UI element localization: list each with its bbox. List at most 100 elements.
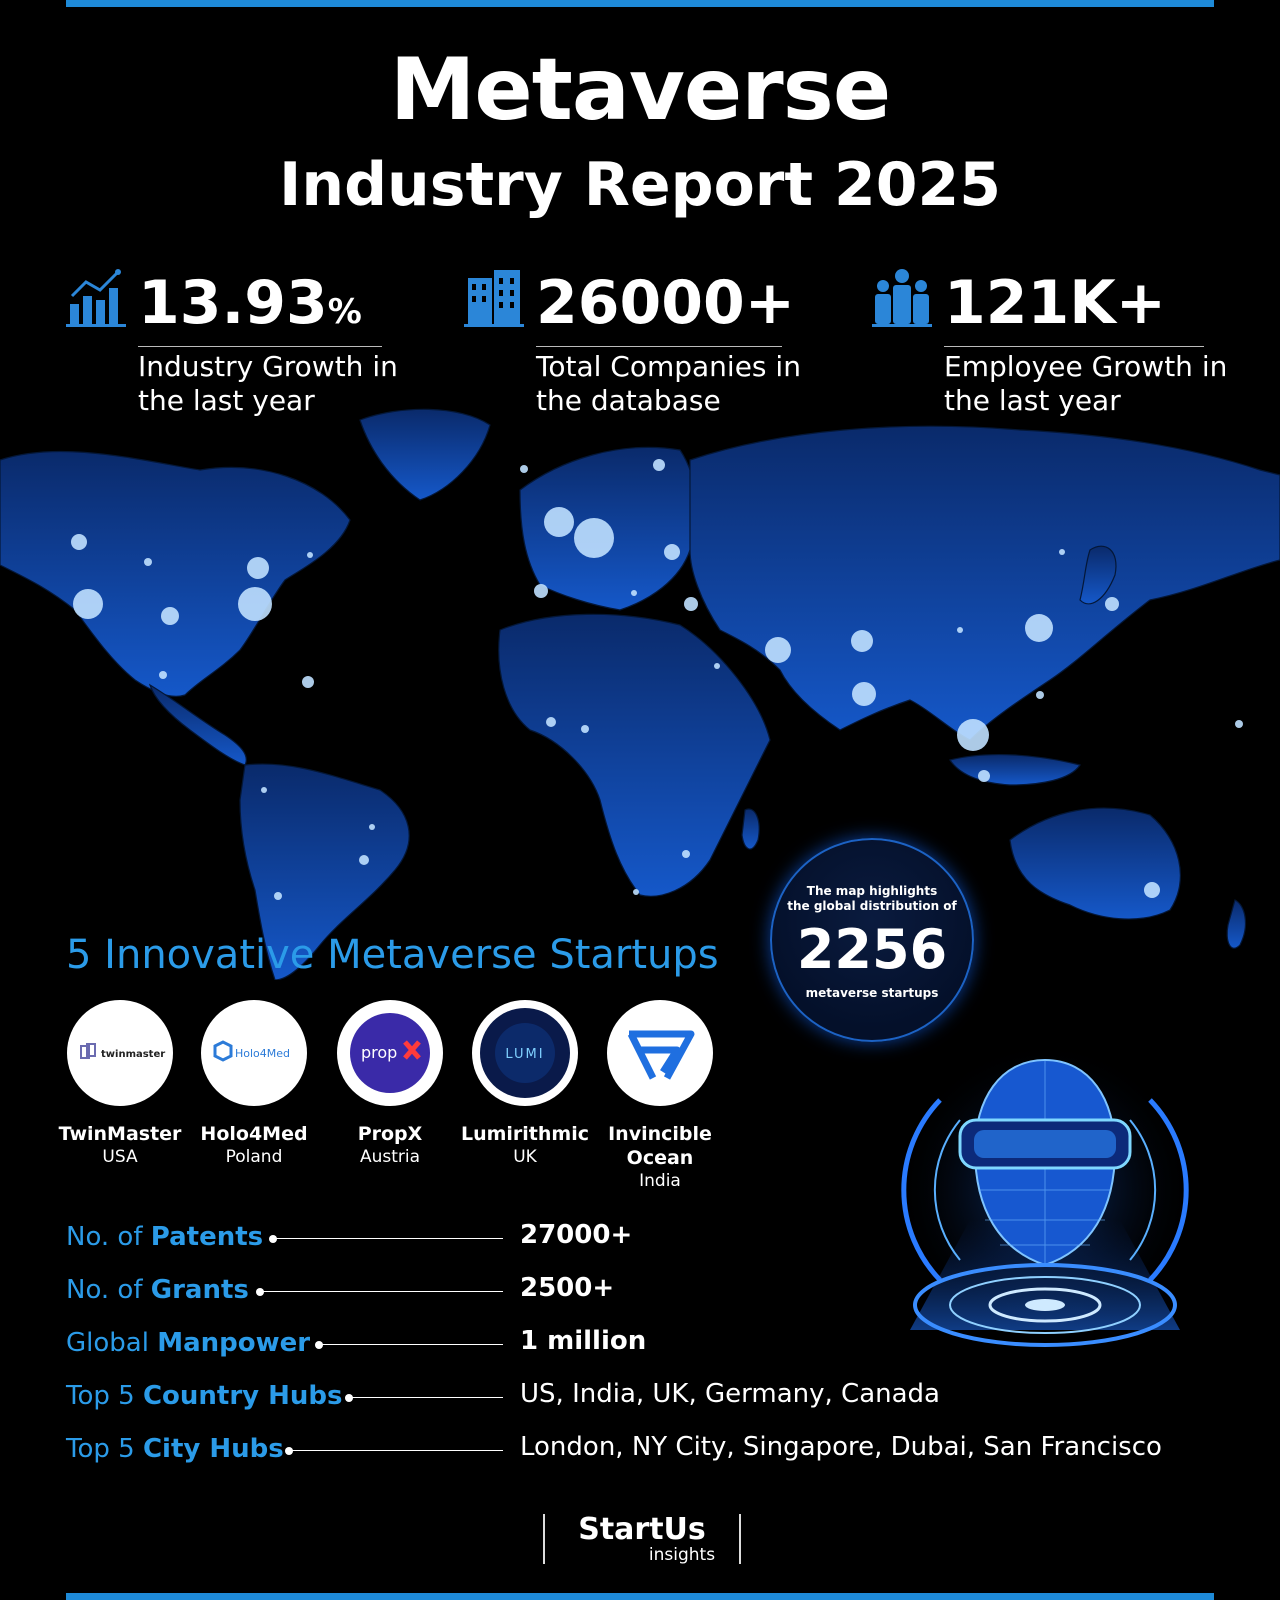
- map-marker: [581, 725, 589, 733]
- fact-label-manpower: Global Manpower: [66, 1328, 311, 1358]
- startup-card[interactable]: Holo4Med Holo4Med Poland: [189, 1000, 319, 1168]
- map-greenland: [359, 408, 491, 501]
- fact-value-city-hubs: London, NY City, Singapore, Dubai, San F…: [520, 1432, 1162, 1462]
- fact-label-patents: No. of Patents: [66, 1222, 264, 1252]
- startup-logo: LUMI: [472, 1000, 578, 1106]
- people-icon: [872, 269, 932, 327]
- map-marker: [1235, 720, 1243, 728]
- startup-count-badge: The map highlights the global distributio…: [770, 838, 974, 1042]
- fact-connector: [260, 1291, 503, 1292]
- startup-logo: Holo4Med: [201, 1000, 307, 1106]
- buildings-icon: [464, 270, 524, 327]
- map-marker: [546, 717, 556, 727]
- map-marker: [1036, 691, 1044, 699]
- startup-card[interactable]: twinmaster TwinMaster USA: [55, 1000, 185, 1168]
- stat-divider: [944, 346, 1204, 347]
- fact-label-grants: No. of Grants: [66, 1275, 249, 1305]
- stat-value: 13.93%: [138, 268, 362, 338]
- svg-text:Holo4Med: Holo4Med: [235, 1047, 290, 1060]
- startups-section-title: 5 Innovative Metaverse Startups: [66, 932, 719, 978]
- world-map: [0, 408, 1280, 980]
- map-marker: [978, 770, 990, 782]
- map-marker: [851, 630, 873, 652]
- stat-value: 121K+: [944, 268, 1167, 338]
- map-marker: [957, 719, 989, 751]
- map-marker: [574, 518, 614, 558]
- startup-card[interactable]: Invincible Ocean India: [595, 1000, 725, 1192]
- fact-connector: [319, 1344, 503, 1345]
- badge-count: 2256: [796, 918, 948, 981]
- map-marker: [852, 682, 876, 706]
- map-australia: [1009, 807, 1181, 920]
- map-marker: [957, 627, 963, 633]
- stat-label: Total Companies in the database: [536, 350, 801, 417]
- map-marker: [682, 850, 690, 858]
- growth-chart-icon: [66, 269, 126, 327]
- brand-name: StartUs: [578, 1512, 706, 1547]
- fact-connector: [289, 1450, 503, 1451]
- map-central-america: [148, 683, 247, 766]
- startup-country: India: [639, 1171, 681, 1191]
- map-marker: [765, 637, 791, 663]
- map-north-america: [0, 450, 351, 697]
- map-marker: [714, 663, 720, 669]
- stat-label: Industry Growth in the last year: [138, 350, 398, 417]
- brand-sub: insights: [648, 1545, 716, 1565]
- map-indonesia: [949, 753, 1081, 786]
- startup-card[interactable]: prop PropX Austria: [325, 1000, 455, 1168]
- fact-dot: [269, 1235, 277, 1243]
- fact-dot: [345, 1394, 353, 1402]
- svg-text:twinmaster: twinmaster: [101, 1049, 165, 1060]
- fact-connector: [349, 1397, 503, 1398]
- fact-dot: [256, 1288, 264, 1296]
- fact-value-patents: 27000+: [520, 1220, 633, 1250]
- map-marker: [159, 671, 167, 679]
- bottom-accent-bar: [66, 1593, 1214, 1600]
- map-marker: [1059, 549, 1065, 555]
- startup-country: USA: [102, 1147, 138, 1167]
- badge-caption-bottom: metaverse startups: [805, 986, 939, 1000]
- vr-headset-illustration: [895, 1040, 1195, 1347]
- map-marker: [238, 587, 272, 621]
- map-marker: [144, 558, 152, 566]
- map-madagascar: [741, 808, 760, 850]
- startup-name: Invincible Ocean: [608, 1123, 712, 1169]
- map-marker: [302, 676, 314, 688]
- fact-value-grants: 2500+: [520, 1273, 615, 1303]
- stat-divider: [536, 346, 782, 347]
- startup-name: TwinMaster: [58, 1123, 182, 1145]
- fact-connector: [273, 1238, 503, 1239]
- map-marker: [307, 552, 313, 558]
- page-title: Metaverse: [389, 40, 891, 140]
- fact-dot: [285, 1447, 293, 1455]
- map-africa: [498, 613, 771, 897]
- stat-value: 26000+: [536, 268, 796, 338]
- startup-card[interactable]: LUMI Lumirithmic UK: [460, 1000, 590, 1168]
- fact-label-country-hubs: Top 5 Country Hubs: [66, 1381, 343, 1411]
- startup-country: UK: [513, 1147, 537, 1167]
- map-marker: [1144, 882, 1160, 898]
- startup-logo: [607, 1000, 713, 1106]
- fact-dot: [315, 1341, 323, 1349]
- invincible-ocean-logo-icon: [627, 1030, 695, 1080]
- svg-text:prop: prop: [361, 1043, 397, 1062]
- page-subtitle: Industry Report 2025: [279, 150, 1001, 220]
- stat-label: Employee Growth in the last year: [944, 350, 1228, 417]
- map-marker: [73, 589, 103, 619]
- startup-name: Lumirithmic: [460, 1123, 589, 1145]
- map-japan: [1079, 545, 1117, 605]
- map-marker: [161, 607, 179, 625]
- startus-insights-logo[interactable]: StartUs insights: [543, 1514, 741, 1564]
- map-south-america: [239, 763, 410, 980]
- map-marker: [1025, 614, 1053, 642]
- map-marker: [247, 557, 269, 579]
- startup-country: Austria: [359, 1147, 421, 1167]
- map-new-zealand: [1226, 899, 1247, 949]
- startup-markers: [71, 459, 1243, 900]
- startup-name: PropX: [357, 1123, 423, 1145]
- fact-label-city-hubs: Top 5 City Hubs: [66, 1434, 284, 1464]
- top-accent-bar: [66, 0, 1214, 7]
- map-marker: [664, 544, 680, 560]
- stat-divider: [138, 346, 382, 347]
- svg-text:LUMI: LUMI: [505, 1047, 544, 1062]
